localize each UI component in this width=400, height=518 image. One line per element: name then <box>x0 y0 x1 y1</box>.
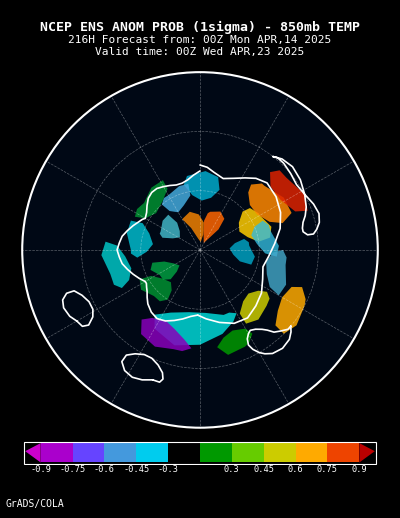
Text: -0.45: -0.45 <box>123 465 149 473</box>
Polygon shape <box>160 214 180 238</box>
Text: GrADS/COLA: GrADS/COLA <box>6 499 65 509</box>
Text: 216H Forecast from: 00Z Mon APR,14 2025: 216H Forecast from: 00Z Mon APR,14 2025 <box>68 35 332 45</box>
Text: 0.9: 0.9 <box>352 465 367 473</box>
Polygon shape <box>239 208 271 242</box>
Text: -0.6: -0.6 <box>94 465 115 473</box>
Polygon shape <box>248 183 292 223</box>
Bar <box>232 443 264 463</box>
Bar <box>41 443 72 463</box>
Polygon shape <box>127 221 153 257</box>
Polygon shape <box>150 262 180 280</box>
Polygon shape <box>182 212 204 242</box>
Polygon shape <box>251 221 279 256</box>
Polygon shape <box>276 287 306 334</box>
Bar <box>72 443 104 463</box>
Polygon shape <box>101 242 131 288</box>
Bar <box>104 443 136 463</box>
Polygon shape <box>140 276 172 301</box>
Bar <box>200 443 232 463</box>
Text: -0.3: -0.3 <box>158 465 179 473</box>
Text: 0.6: 0.6 <box>288 465 304 473</box>
Polygon shape <box>141 318 191 351</box>
Text: 0.45: 0.45 <box>253 465 274 473</box>
Polygon shape <box>154 312 236 346</box>
Polygon shape <box>217 328 252 355</box>
Text: 0.75: 0.75 <box>317 465 338 473</box>
Text: -0.75: -0.75 <box>59 465 86 473</box>
Polygon shape <box>135 180 168 218</box>
Bar <box>136 443 168 463</box>
Text: NCEP ENS ANOM PROB (1sigma) - 850mb TEMP: NCEP ENS ANOM PROB (1sigma) - 850mb TEMP <box>40 21 360 34</box>
Bar <box>328 443 359 463</box>
Polygon shape <box>184 171 220 200</box>
Text: Valid time: 00Z Wed APR,23 2025: Valid time: 00Z Wed APR,23 2025 <box>95 47 305 56</box>
Polygon shape <box>162 184 190 212</box>
Polygon shape <box>240 291 270 324</box>
Circle shape <box>8 58 392 442</box>
Text: -0.9: -0.9 <box>30 465 51 473</box>
Polygon shape <box>25 443 41 463</box>
Bar <box>24 442 376 464</box>
Polygon shape <box>204 211 224 243</box>
Circle shape <box>22 72 378 428</box>
Bar <box>296 443 328 463</box>
Polygon shape <box>359 443 375 463</box>
Polygon shape <box>230 239 255 265</box>
Bar <box>168 443 200 463</box>
Text: 0.3: 0.3 <box>224 465 240 473</box>
Bar <box>264 443 296 463</box>
Polygon shape <box>266 250 286 295</box>
Polygon shape <box>270 170 308 211</box>
